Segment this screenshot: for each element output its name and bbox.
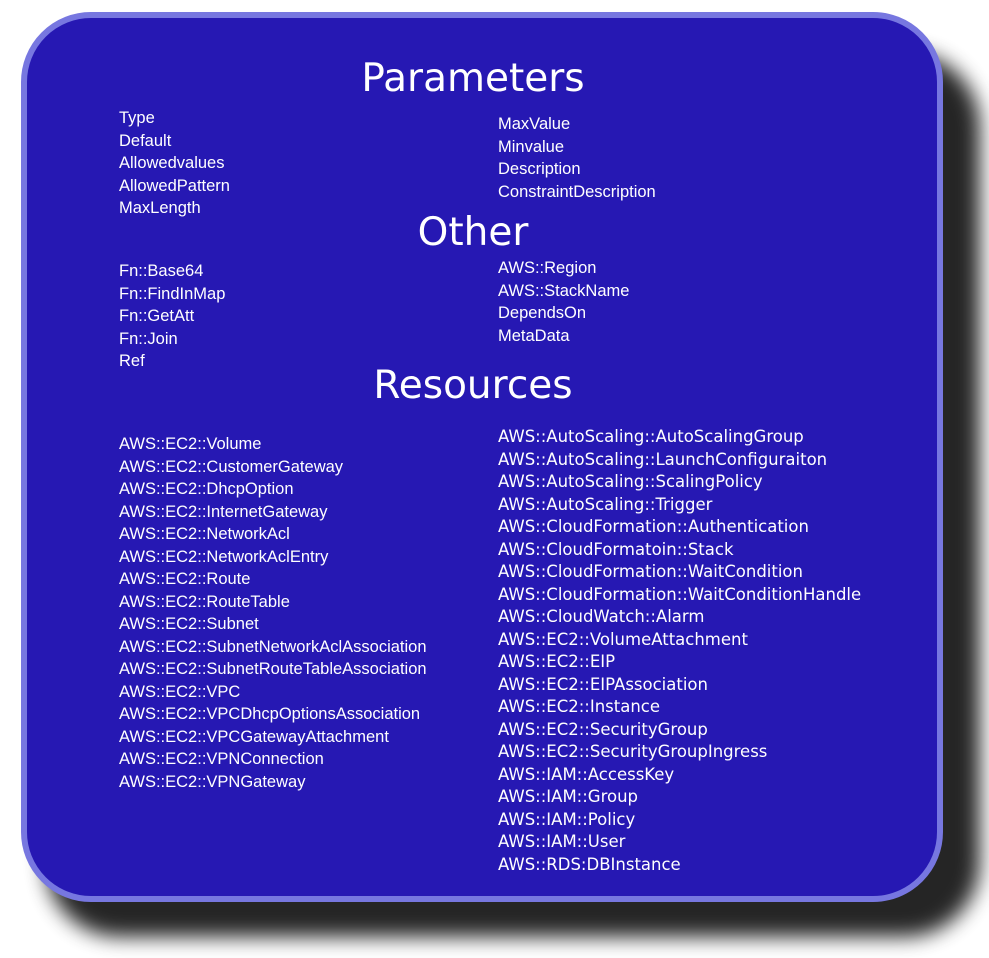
parameters-item: Description	[498, 160, 581, 178]
parameters-heading: Parameters	[361, 56, 585, 101]
resource-item: AWS::EC2::Volume	[119, 435, 262, 453]
other-item: AWS::Region	[498, 259, 597, 277]
resource-item: AWS::EC2::VPNGateway	[119, 772, 306, 791]
resource-item: AWS::IAM::AccessKey	[498, 764, 675, 784]
resource-item: AWS::EC2::EIP	[498, 652, 616, 671]
resource-item: AWS::EC2::DhcpOption	[119, 480, 294, 498]
other-item: Fn::Base64	[119, 262, 204, 280]
resource-item: AWS::CloudFormatoin::Stack	[498, 539, 734, 559]
parameters-item: Allowedvalues	[119, 154, 225, 172]
resource-item: AWS::EC2::SubnetRouteTableAssociation	[119, 660, 427, 678]
resource-item: AWS::EC2::VPCGatewayAttachment	[119, 727, 389, 746]
parameters-item: Default	[119, 131, 172, 150]
resource-item: AWS::AutoScaling::Trigger	[498, 494, 713, 514]
resource-item: AWS::IAM::User	[498, 832, 626, 851]
other-item: Ref	[119, 352, 145, 370]
parameters-item: Type	[119, 109, 155, 127]
resource-item: AWS::EC2::VolumeAttachment	[498, 629, 748, 649]
resource-item: AWS::EC2::NetworkAclEntry	[119, 547, 329, 566]
resource-item: AWS::RDS:DBInstance	[498, 854, 681, 874]
parameters-item: MaxLength	[119, 199, 201, 217]
other-item: DependsOn	[498, 304, 587, 322]
resource-item: AWS::EC2::SecurityGroup	[498, 719, 708, 739]
resource-item: AWS::EC2::InternetGateway	[119, 502, 328, 521]
other-item: Fn::FindInMap	[119, 284, 226, 303]
other-item: Fn::GetAtt	[119, 307, 195, 325]
resource-item: AWS::EC2::RouteTable	[119, 592, 290, 611]
other-heading: Other	[417, 210, 529, 255]
resource-item: AWS::EC2::Route	[119, 570, 251, 588]
resource-item: AWS::IAM::Group	[498, 787, 639, 806]
resource-item: AWS::AutoScaling::LaunchConfiguraiton	[498, 449, 828, 469]
resource-item: AWS::EC2::Instance	[498, 697, 661, 716]
resource-item: AWS::AutoScaling::ScalingPolicy	[498, 472, 763, 491]
resource-item: AWS::EC2::VPC	[119, 682, 241, 701]
parameters-item: MaxValue	[498, 115, 571, 133]
resource-item: AWS::CloudFormation::WaitConditionHandle	[498, 584, 862, 604]
resource-item: AWS::EC2::VPNConnection	[119, 750, 324, 768]
resource-item: AWS::EC2::Subnet	[119, 615, 259, 633]
parameters-item: Minvalue	[498, 137, 565, 156]
reference-panel	[21, 12, 943, 902]
parameters-item: ConstraintDescription	[498, 182, 656, 201]
parameters-right-list: MaxValue Minvalue Description ConstraintDes…	[498, 113, 656, 203]
resource-item: AWS::CloudWatch::Alarm	[498, 607, 705, 626]
resources-heading: Resources	[373, 363, 573, 408]
resource-item: AWS::CloudFormation::Authentication	[498, 517, 809, 536]
other-item: AWS::StackName	[498, 281, 630, 300]
resource-item: AWS::EC2::EIPAssociation	[498, 674, 708, 694]
parameters-item: AllowedPattern	[119, 176, 230, 195]
resource-item: AWS::EC2::CustomerGateway	[119, 457, 344, 476]
resource-item: AWS::EC2::SecurityGroupIngress	[498, 742, 768, 761]
resource-item: AWS::EC2::NetworkAcl	[119, 525, 290, 543]
resource-item: AWS::CloudFormation::WaitCondition	[498, 562, 803, 581]
resource-item: AWS::EC2::VPCDhcpOptionsAssociation	[119, 705, 421, 723]
other-item: Fn::Join	[119, 329, 178, 348]
resource-item: AWS::AutoScaling::AutoScalingGroup	[498, 427, 804, 446]
parameters-left-list: Type Default Allowedvalues AllowedPattern Ma…	[119, 107, 230, 220]
resource-item: AWS::EC2::SubnetNetworkAclAssociation	[119, 637, 427, 656]
other-item: MetaData	[498, 326, 570, 345]
resource-item: AWS::IAM::Policy	[498, 809, 636, 829]
